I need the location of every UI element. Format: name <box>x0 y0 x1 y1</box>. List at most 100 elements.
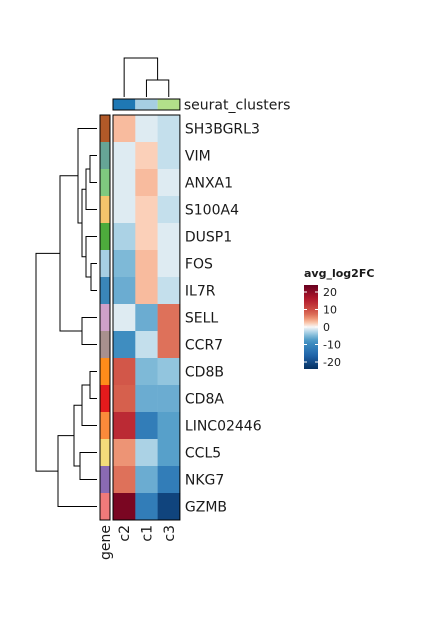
heatmap-cell <box>135 358 158 386</box>
heatmap-cell <box>157 250 181 278</box>
dendrogram-branch <box>77 128 97 224</box>
heatmap-cell <box>157 142 181 170</box>
heatmap-cell <box>157 466 181 494</box>
row-label: NKG7 <box>185 473 224 489</box>
dendrogram-branch <box>85 168 97 210</box>
heatmap-cell <box>113 250 136 278</box>
column-dendrogram <box>123 57 170 97</box>
heatmap-cell <box>157 439 181 467</box>
dendrogram-branch <box>79 452 97 480</box>
dendrogram-branch <box>89 155 97 183</box>
heatmap-cell <box>113 304 136 332</box>
row-label: VIM <box>185 149 211 165</box>
legend-ticks: 20 10 0 -10 -20 <box>304 286 341 369</box>
row-annotation-title: gene <box>98 525 114 560</box>
column-annotation <box>112 98 181 111</box>
heatmap-cell <box>135 223 158 251</box>
heatmap-cell <box>157 358 181 386</box>
heatmap-cell <box>113 169 136 197</box>
heatmap-cell <box>113 385 136 413</box>
heatmap-cell <box>135 196 158 224</box>
heatmap-cell <box>157 277 181 305</box>
heatmap-cell <box>113 466 136 494</box>
heatmap-cell <box>157 169 181 197</box>
heatmap-cell <box>113 142 136 170</box>
row-label: SELL <box>185 311 219 327</box>
heatmap-cell <box>113 493 136 521</box>
row-annotation-cell <box>100 115 110 143</box>
dendrogram-branch <box>57 435 97 507</box>
dendrogram-branch <box>81 188 86 258</box>
row-label: CCR7 <box>185 338 223 354</box>
heatmap-cell <box>113 223 136 251</box>
row-annotation-cell <box>100 169 110 197</box>
dendrogram-branch <box>145 79 170 97</box>
dendrogram-branch <box>81 317 97 345</box>
row-annotation-cell <box>100 277 110 305</box>
dendrogram-branch <box>59 175 82 332</box>
heatmap-cell <box>135 304 158 332</box>
heatmap-cell <box>135 277 158 305</box>
row-annotation-cell <box>100 304 110 332</box>
row-annotation-cell <box>100 493 110 521</box>
annotation-cell <box>113 99 136 110</box>
row-label: LINC02446 <box>185 419 262 435</box>
heatmap-cell <box>135 385 158 413</box>
heatmap-cell <box>135 142 158 170</box>
row-annotation-cell <box>100 223 110 251</box>
heatmap-border <box>112 114 181 521</box>
column-label: c2 <box>117 525 133 542</box>
dendrogram-branch <box>123 57 159 97</box>
legend-colorbar <box>304 285 318 369</box>
color-legend: avg_log2FC 20 10 0 -10 -20 <box>304 267 374 369</box>
heatmap-cell <box>157 115 181 143</box>
row-label: CD8B <box>185 365 224 381</box>
heatmap-cell <box>113 412 136 440</box>
row-label: SH3BGRL3 <box>185 122 260 138</box>
row-annotation-cell <box>100 331 110 359</box>
dendrogram-branch <box>89 371 97 399</box>
heatmap-cell <box>135 115 158 143</box>
column-label: c1 <box>139 525 155 542</box>
heatmap-cell <box>113 358 136 386</box>
row-label: GZMB <box>185 500 227 516</box>
legend-tick-label: 20 <box>323 286 337 299</box>
heatmap-cell <box>113 331 136 359</box>
annotation-cell <box>135 99 158 110</box>
heatmap-cell <box>135 466 158 494</box>
heatmap-cells <box>113 115 181 521</box>
row-label: FOS <box>185 257 213 273</box>
legend-title: avg_log2FC <box>304 267 374 280</box>
row-label: IL7R <box>185 284 216 300</box>
dendrogram-branch <box>90 263 97 291</box>
row-annotation-border <box>99 114 111 521</box>
row-annotation-cell <box>100 439 110 467</box>
row-annotation-cell <box>100 466 110 494</box>
heatmap-cell <box>113 115 136 143</box>
legend-tick-label: 0 <box>323 321 330 334</box>
heatmap-cell <box>157 493 181 521</box>
heatmap-cell <box>135 412 158 440</box>
heatmap-cell <box>135 331 158 359</box>
row-annotation-cell <box>100 358 110 386</box>
dendrogram-branch <box>73 404 82 467</box>
row-annotation-cell <box>100 142 110 170</box>
heatmap-cell <box>113 277 136 305</box>
heatmap-cell <box>135 250 158 278</box>
row-labels: SH3BGRL3 VIM ANXA1 S100A4 DUSP1 FOS IL7R SELL CC… <box>185 122 262 516</box>
column-labels: c2 c1 c3 <box>117 525 178 542</box>
column-label: c3 <box>162 525 178 542</box>
heatmap-cell <box>157 304 181 332</box>
heatmap-cell <box>135 439 158 467</box>
heatmap-cell <box>157 223 181 251</box>
row-annotation-cell <box>100 196 110 224</box>
legend-tick-label: 10 <box>323 304 337 317</box>
heatmap-cell <box>113 196 136 224</box>
row-label: CCL5 <box>185 446 221 462</box>
heatmap-cell <box>113 439 136 467</box>
annotation-title: seurat_clusters <box>184 98 291 114</box>
annotation-border <box>112 98 181 111</box>
row-label: DUSP1 <box>185 230 232 246</box>
row-dendrogram <box>35 128 97 507</box>
